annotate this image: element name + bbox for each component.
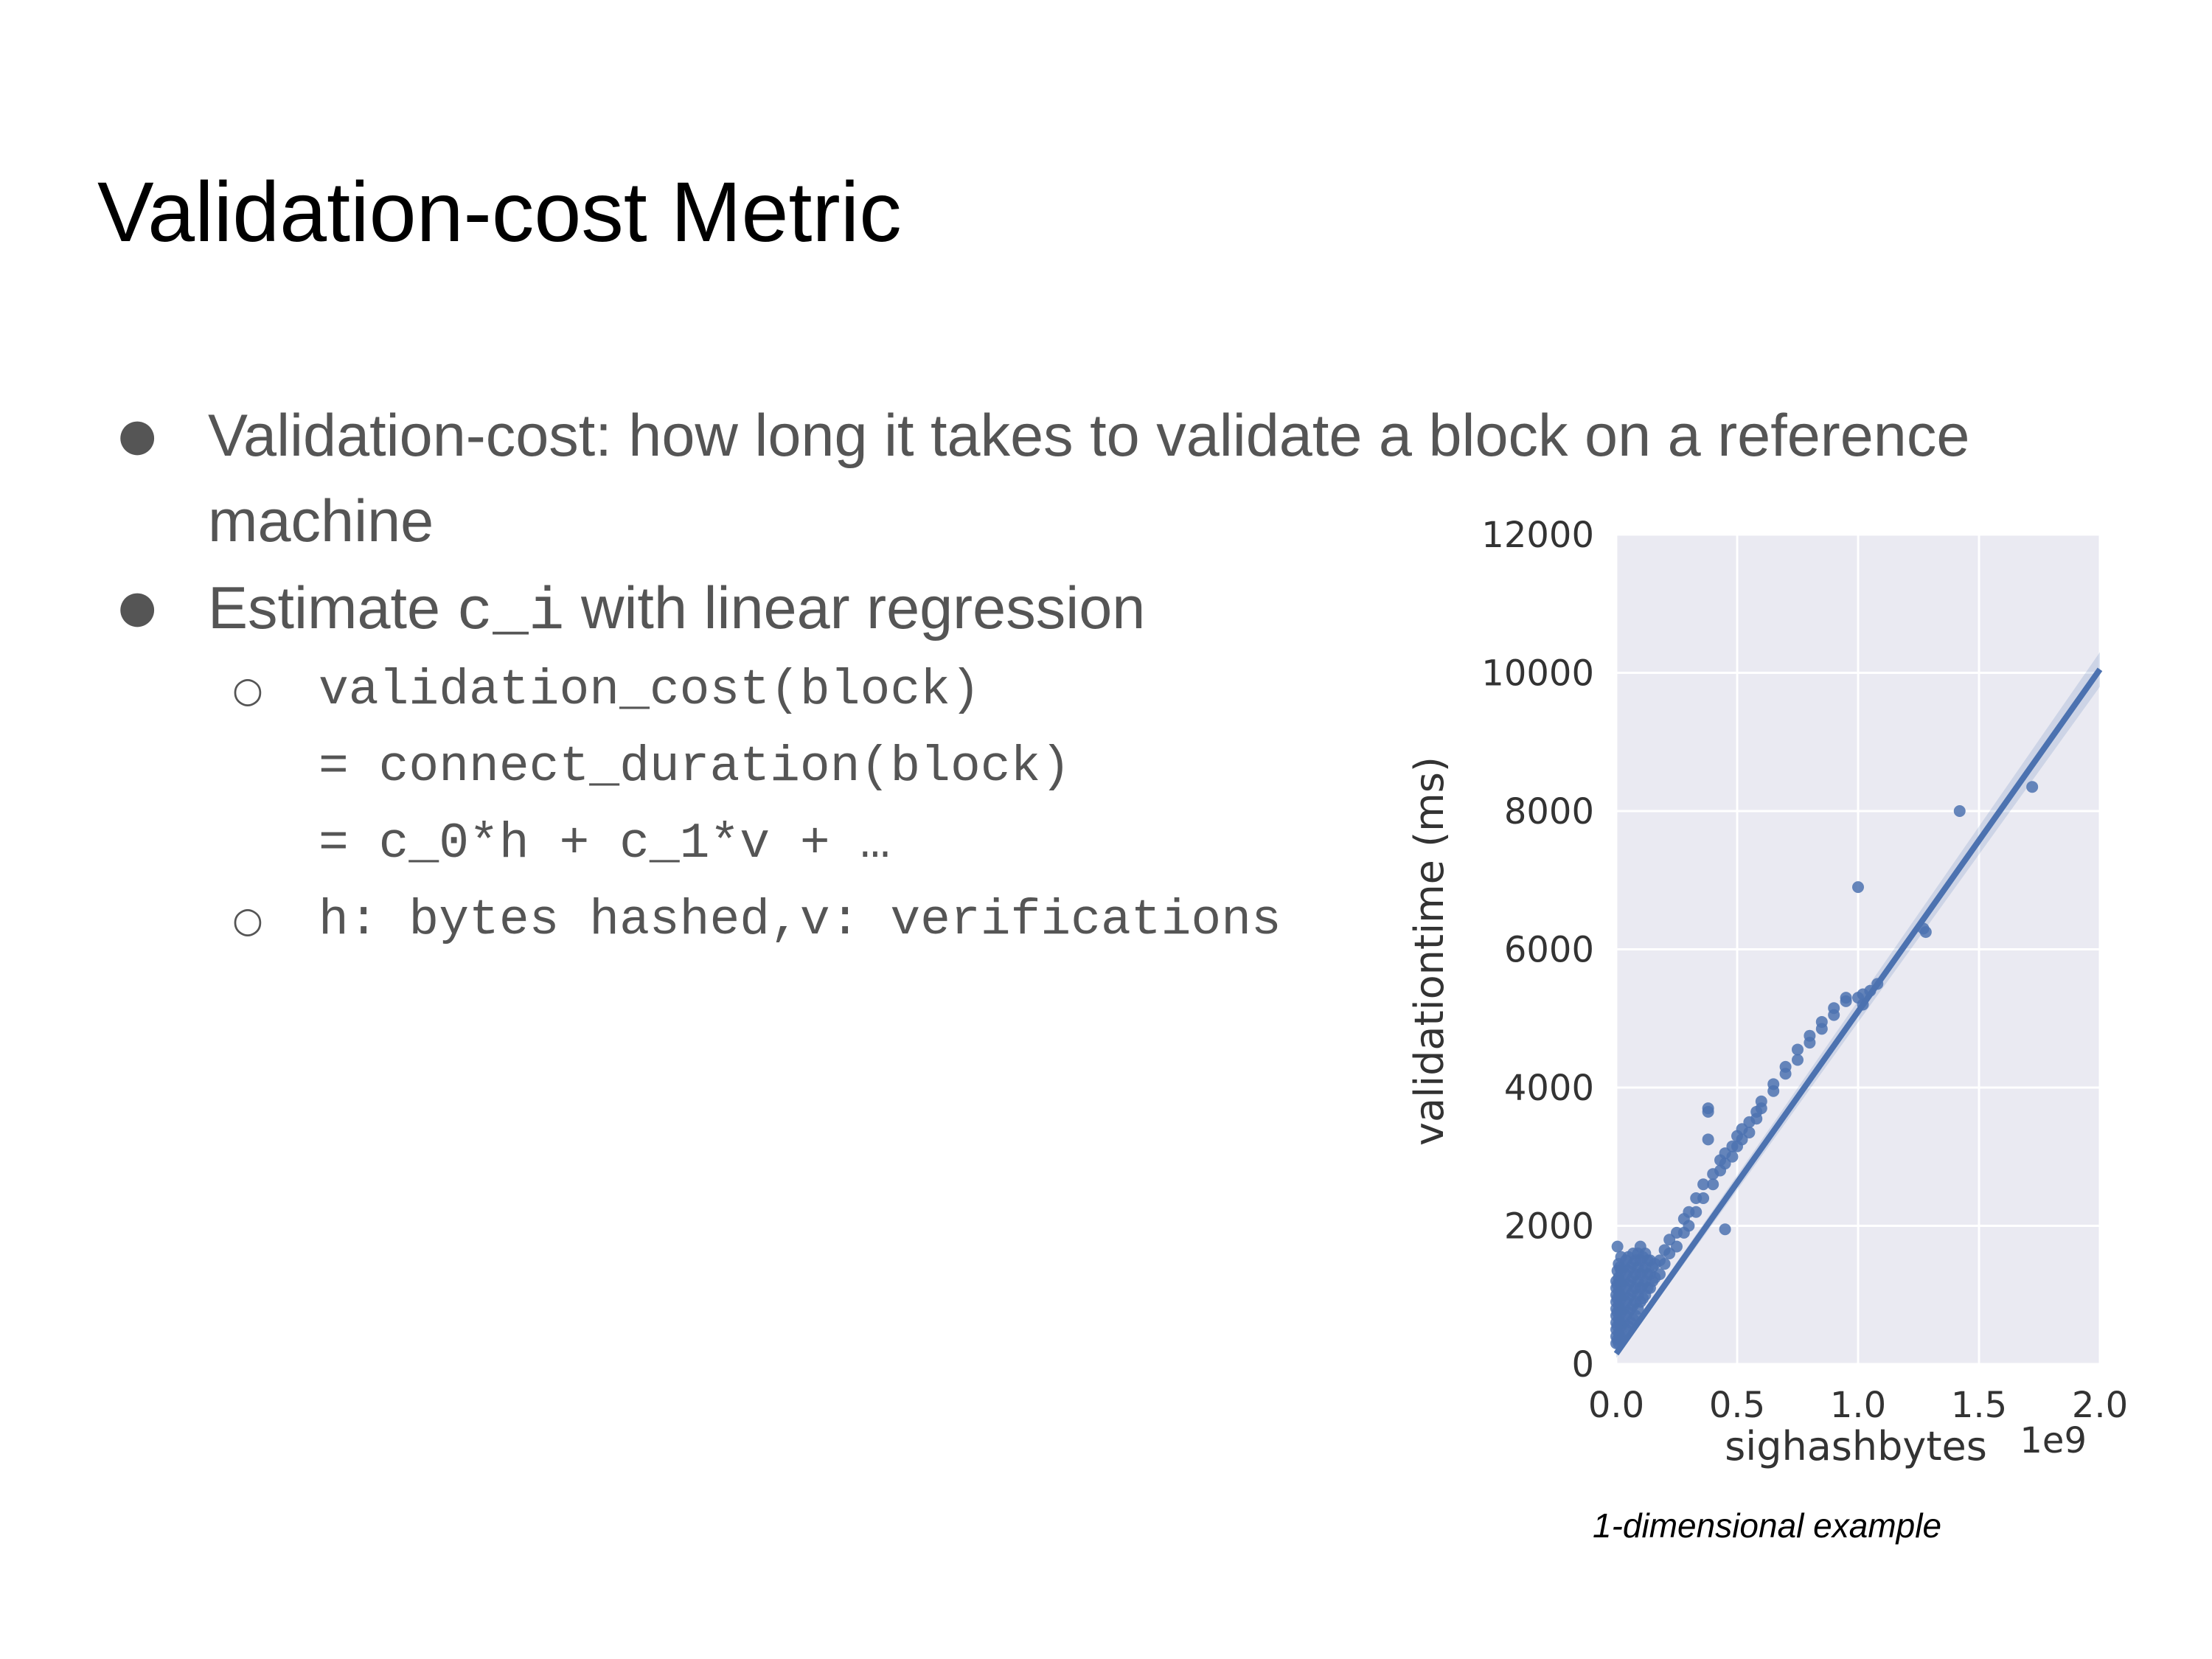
code-line-1: validation_cost(block)	[319, 662, 981, 719]
y-axis-label: validationtime (ms)	[1406, 757, 1453, 1146]
bullet-2-prefix: Estimate	[208, 575, 457, 641]
chart-caption: 1-dimensional example	[1593, 1506, 1942, 1545]
data-point	[1707, 1178, 1719, 1191]
data-point	[1702, 1133, 1714, 1146]
code-line-3: = c_0*h + c_1*v + …	[319, 815, 891, 872]
bullet-dot: ●	[118, 409, 157, 461]
bullet-2-code: c_i	[456, 580, 565, 647]
regression-line-group	[1613, 652, 2103, 1358]
data-point	[1697, 1178, 1710, 1191]
x-axis-offset-label: 1e9	[2020, 1420, 2087, 1461]
data-point	[1852, 881, 1864, 894]
y-tick-label: 2000	[1504, 1206, 1594, 1248]
data-point	[1755, 1095, 1767, 1107]
x-tick-label: 1.5	[1951, 1385, 2007, 1426]
bullet-dot: ●	[118, 581, 157, 633]
data-point	[1697, 1192, 1710, 1204]
x-tick-label: 0.0	[1588, 1385, 1644, 1426]
x-tick-label: 1.0	[1830, 1385, 1886, 1426]
data-point	[1792, 1043, 1804, 1056]
x-tick-label: 2.0	[2072, 1385, 2128, 1426]
data-point	[1690, 1206, 1703, 1218]
scatter-chart: 0.0 0.5 1.0 1.5 2.0 0 2000 4000 6000 8000 10000 120…	[1406, 515, 2128, 1470]
data-point	[1611, 1240, 1624, 1253]
sub-bullet-circle: ○	[232, 669, 263, 711]
x-axis-label: sighashbytes	[1725, 1423, 1987, 1470]
data-point	[1743, 1126, 1756, 1138]
data-point	[1840, 992, 1852, 1004]
gridlines	[1615, 533, 2101, 1366]
regression-line	[1613, 667, 2103, 1356]
y-tick-label: 8000	[1504, 791, 1594, 832]
data-points	[1610, 781, 2039, 1349]
y-tick-label: 10000	[1481, 653, 1594, 695]
data-point	[1953, 805, 1966, 817]
data-point	[1804, 1029, 1816, 1042]
x-tick-label: 0.5	[1709, 1385, 1765, 1426]
y-tick-label: 4000	[1504, 1068, 1594, 1109]
data-point	[1828, 1002, 1840, 1015]
bullet-1-line-1: Validation-cost: how long it takes to va…	[208, 403, 1970, 469]
data-point	[1658, 1258, 1671, 1270]
bullet-2-suffix: with linear regression	[564, 575, 1146, 641]
data-point	[1726, 1150, 1739, 1163]
data-point	[1683, 1220, 1695, 1232]
slide-title: Validation-cost Metric	[97, 165, 902, 260]
y-tick-label: 12000	[1481, 515, 1594, 556]
data-point	[1919, 926, 1932, 939]
data-point	[1671, 1240, 1683, 1253]
data-point	[1792, 1054, 1804, 1066]
data-point	[1815, 1015, 1828, 1028]
y-tick-label: 0	[1571, 1344, 1594, 1385]
code-line-4: h: bytes hashed,v: verifications	[319, 892, 1281, 949]
data-point	[1702, 1102, 1714, 1115]
code-line-2: = connect_duration(block)	[319, 739, 1071, 796]
data-point	[1779, 1060, 1792, 1073]
tick-labels: 0.0 0.5 1.0 1.5 2.0 0 2000 4000 6000 8000 10000 120…	[1481, 515, 2128, 1426]
data-point	[2026, 781, 2039, 793]
data-point	[1767, 1078, 1780, 1091]
bullet-2: Estimate c_i with linear regression	[208, 579, 1145, 644]
data-point	[1654, 1268, 1666, 1281]
sub-bullet-circle: ○	[232, 900, 263, 941]
bullet-1-line-2: machine	[208, 488, 434, 554]
data-point	[1719, 1223, 1731, 1236]
y-tick-label: 6000	[1504, 930, 1594, 971]
